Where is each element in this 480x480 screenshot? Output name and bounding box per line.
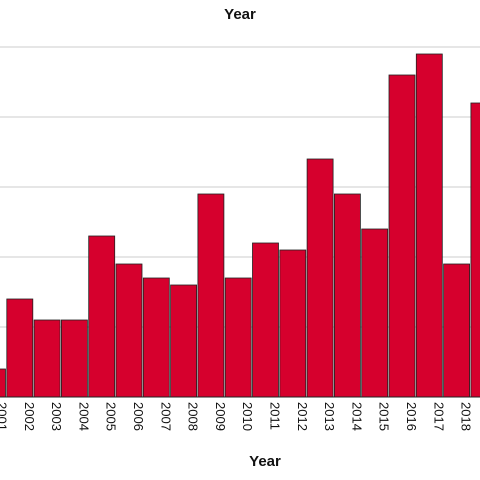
bar-2018 [443, 263, 471, 398]
bar-2019 [470, 102, 480, 398]
x-tick-label-2012: 2012 [295, 402, 310, 431]
bar-2016 [388, 74, 416, 398]
x-tick-label-2011: 2011 [268, 402, 283, 430]
x-tick-label-2002: 2002 [22, 402, 37, 431]
bar-2005 [88, 235, 116, 398]
x-tick-label-2008: 2008 [186, 402, 201, 431]
bar-2011 [252, 242, 279, 398]
x-tick-label-2017: 2017 [431, 402, 446, 431]
bars [0, 53, 480, 398]
bar-2002 [6, 298, 34, 398]
x-tick-label-2003: 2003 [49, 402, 64, 431]
x-tick-label-2007: 2007 [158, 402, 173, 431]
chart-title: Year [224, 6, 256, 23]
x-tick-label-2005: 2005 [104, 402, 119, 431]
x-tick-label-2018: 2018 [459, 402, 474, 431]
x-tick-label-2009: 2009 [213, 402, 228, 431]
bar-2003 [33, 319, 61, 398]
bar-2017 [415, 53, 443, 398]
bar-2015 [361, 228, 389, 398]
bar-2014 [333, 193, 361, 398]
bar-2006 [115, 263, 143, 398]
x-tick-label-2010: 2010 [240, 402, 255, 431]
x-tick-label-2014: 2014 [349, 402, 364, 431]
x-tick-label-2006: 2006 [131, 402, 146, 431]
bar-2007 [142, 277, 170, 398]
bar-2012 [279, 249, 307, 398]
x-tick-label-2013: 2013 [322, 402, 337, 431]
bar-2001 [0, 368, 6, 398]
x-axis-label: Year [249, 453, 281, 470]
bar-2010 [224, 277, 252, 398]
bar-2013 [306, 158, 334, 398]
bar-2008 [170, 284, 198, 398]
x-tick-label-2004: 2004 [76, 402, 91, 431]
x-tick-label-2015: 2015 [377, 402, 392, 431]
x-tick-labels: 2001 2002 2003 2004 2005 2006 2007 2008 2009 2010… [0, 402, 474, 431]
x-tick-label-2001: 2001 [0, 402, 10, 431]
bar-2009 [197, 193, 225, 398]
bar-2004 [61, 319, 88, 398]
x-tick-label-2016: 2016 [404, 402, 419, 431]
